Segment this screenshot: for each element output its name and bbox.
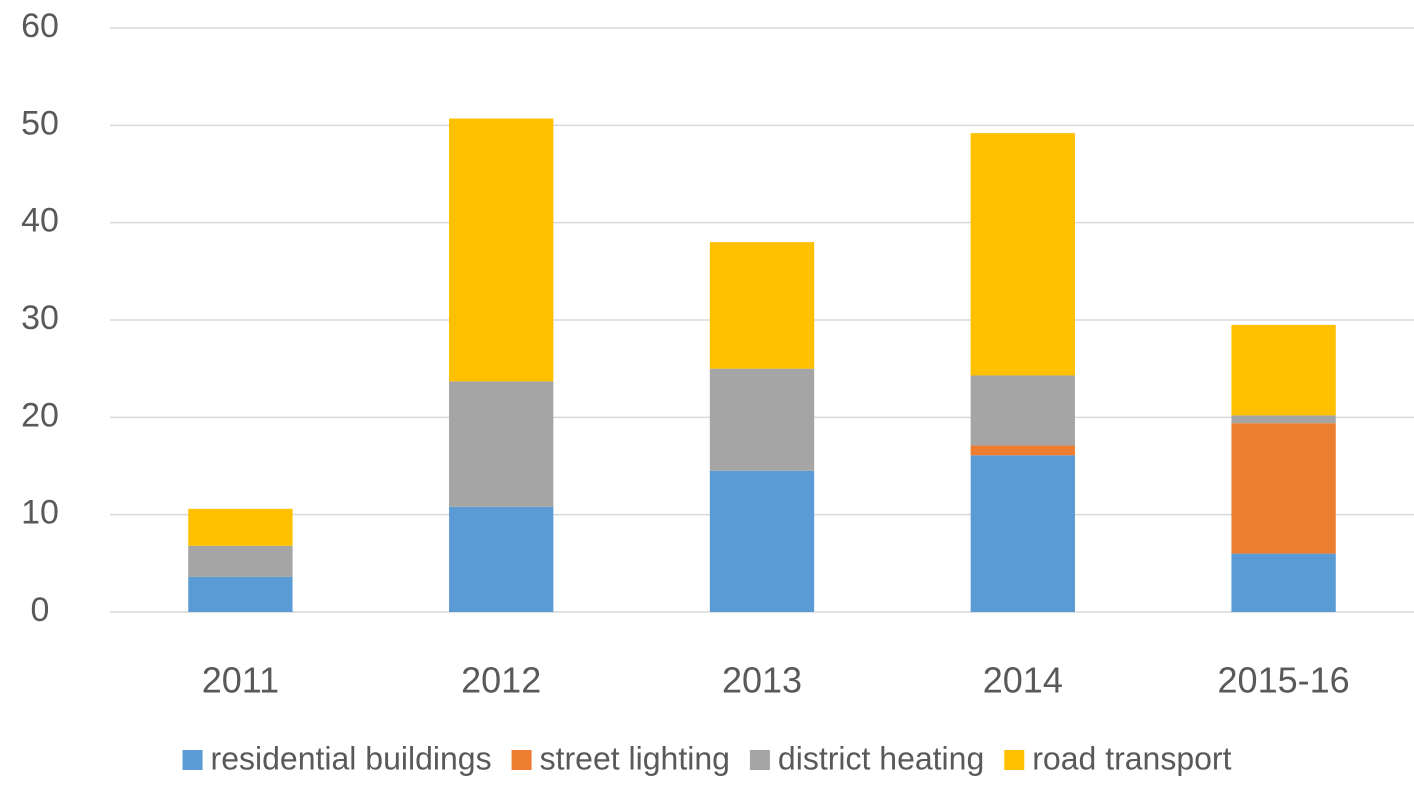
- bar-segment: [449, 118, 554, 382]
- bar-segment: [1231, 423, 1336, 554]
- legend-swatch: [1004, 750, 1025, 770]
- bar-segment: [709, 470, 815, 612]
- legend-label: road transport: [1032, 740, 1231, 776]
- bar-segment: [1231, 553, 1336, 612]
- bar-segment: [970, 375, 1075, 446]
- bar-segment: [970, 455, 1075, 612]
- y-tick-label: 0: [31, 591, 50, 629]
- x-tick-label: 2011: [202, 660, 279, 701]
- bar-segment: [709, 368, 815, 471]
- legend-swatch: [749, 750, 770, 770]
- legend-swatch: [511, 750, 532, 770]
- y-tick-label: 60: [21, 7, 59, 45]
- y-tick-label: 20: [21, 396, 59, 434]
- x-tick-label: 2015-16: [1218, 660, 1350, 701]
- bar-segment: [1231, 324, 1336, 416]
- x-tick-label: 2013: [722, 660, 802, 701]
- bar-segment: [188, 545, 293, 577]
- bar-segment: [709, 242, 815, 369]
- y-tick-label: 30: [21, 299, 59, 337]
- bar-segment: [970, 133, 1075, 376]
- bar-segment: [188, 576, 293, 612]
- legend-swatch: [182, 750, 203, 770]
- y-tick-label: 50: [21, 104, 59, 142]
- x-tick-label: 2012: [461, 660, 541, 701]
- legend-label: street lighting: [540, 740, 730, 776]
- legend-label: residential buildings: [211, 740, 492, 776]
- bar-segment: [449, 506, 554, 612]
- bar-segment: [188, 508, 293, 546]
- bar-segment: [1231, 415, 1336, 424]
- legend-label: district heating: [778, 740, 984, 776]
- y-tick-label: 40: [21, 202, 59, 240]
- y-tick-label: 10: [21, 494, 59, 532]
- bar-segment: [449, 381, 554, 507]
- bar-segment: [970, 445, 1075, 456]
- x-tick-label: 2014: [983, 660, 1063, 701]
